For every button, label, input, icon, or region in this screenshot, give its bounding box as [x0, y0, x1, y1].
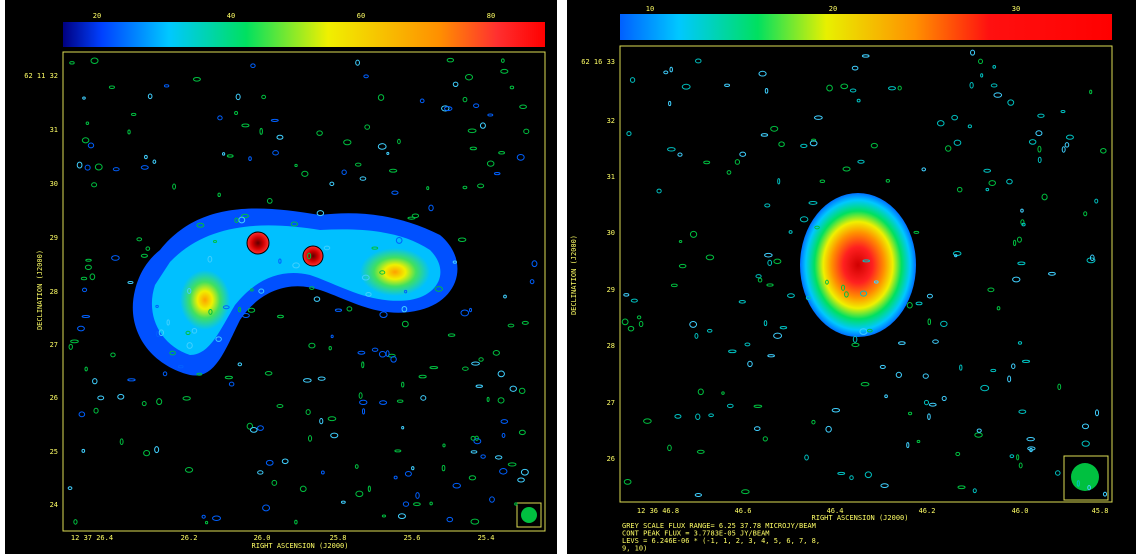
- colorbar-tick-label: 40: [227, 12, 235, 20]
- x-axis-label: RIGHT ASCENSION (J2000): [812, 514, 909, 522]
- colorbar-tick-label: 20: [93, 12, 101, 20]
- note: LEVS = 6.246E-06 * (-1, 1, 2, 3, 4, 5, 6…: [622, 537, 820, 545]
- x-tick-label: 46.2: [919, 507, 936, 515]
- core: [303, 246, 323, 266]
- colorbar: [63, 22, 545, 47]
- colorbar-tick-label: 60: [357, 12, 365, 20]
- y-tick-label: 62 16 33: [581, 58, 615, 66]
- x-tick-label: 26.2: [181, 534, 198, 542]
- x-tick-label: 12 36 46.8: [637, 507, 679, 515]
- lobe: [360, 248, 430, 296]
- y-tick-label: 27: [50, 341, 58, 349]
- colorbar: [620, 14, 1112, 40]
- y-tick-label: 31: [607, 173, 615, 181]
- colorbar-tick-label: 80: [487, 12, 495, 20]
- core: [247, 232, 269, 254]
- beam: [1071, 463, 1099, 491]
- x-tick-label: 46.0: [1012, 507, 1029, 515]
- lobe: [180, 270, 230, 330]
- y-tick-label: 28: [607, 342, 615, 350]
- radio-source: [800, 193, 916, 337]
- colorbar-tick-label: 10: [646, 5, 654, 13]
- y-tick-label: 27: [607, 399, 615, 407]
- y-tick-label: 26: [50, 394, 58, 402]
- y-tick-label: 62 11 32: [24, 72, 58, 80]
- y-tick-label: 24: [50, 501, 58, 509]
- x-axis-label: RIGHT ASCENSION (J2000): [252, 542, 349, 550]
- y-tick-label: 26: [607, 455, 615, 463]
- x-tick-label: 12 37 26.4: [71, 534, 113, 542]
- right-panel: [567, 0, 1136, 554]
- y-tick-label: 30: [607, 229, 615, 237]
- left-panel: [5, 0, 557, 554]
- y-tick-label: 25: [50, 448, 58, 456]
- y-axis-label: DECLINATION (J2000): [570, 235, 578, 315]
- x-tick-label: 46.6: [735, 507, 752, 515]
- x-tick-label: 45.8: [1092, 507, 1109, 515]
- y-axis-label: DECLINATION (J2000): [36, 250, 44, 330]
- y-tick-label: 32: [607, 117, 615, 125]
- y-tick-label: 29: [607, 286, 615, 294]
- colorbar-tick-label: 30: [1012, 5, 1020, 13]
- beam: [521, 507, 537, 523]
- y-tick-label: 30: [50, 180, 58, 188]
- y-tick-label: 28: [50, 288, 58, 296]
- colorbar-tick-label: 20: [829, 5, 837, 13]
- note: 9, 10): [622, 545, 647, 553]
- x-tick-label: 25.4: [478, 534, 495, 542]
- y-tick-label: 29: [50, 234, 58, 242]
- y-tick-label: 31: [50, 126, 58, 134]
- screenshot: 20 40 60 80 62 11 32 31 30 29 28 27 26 25 24 12 37 26…: [0, 0, 1136, 554]
- x-tick-label: 25.8: [330, 534, 347, 542]
- x-tick-label: 25.6: [404, 534, 421, 542]
- x-tick-label: 26.0: [254, 534, 271, 542]
